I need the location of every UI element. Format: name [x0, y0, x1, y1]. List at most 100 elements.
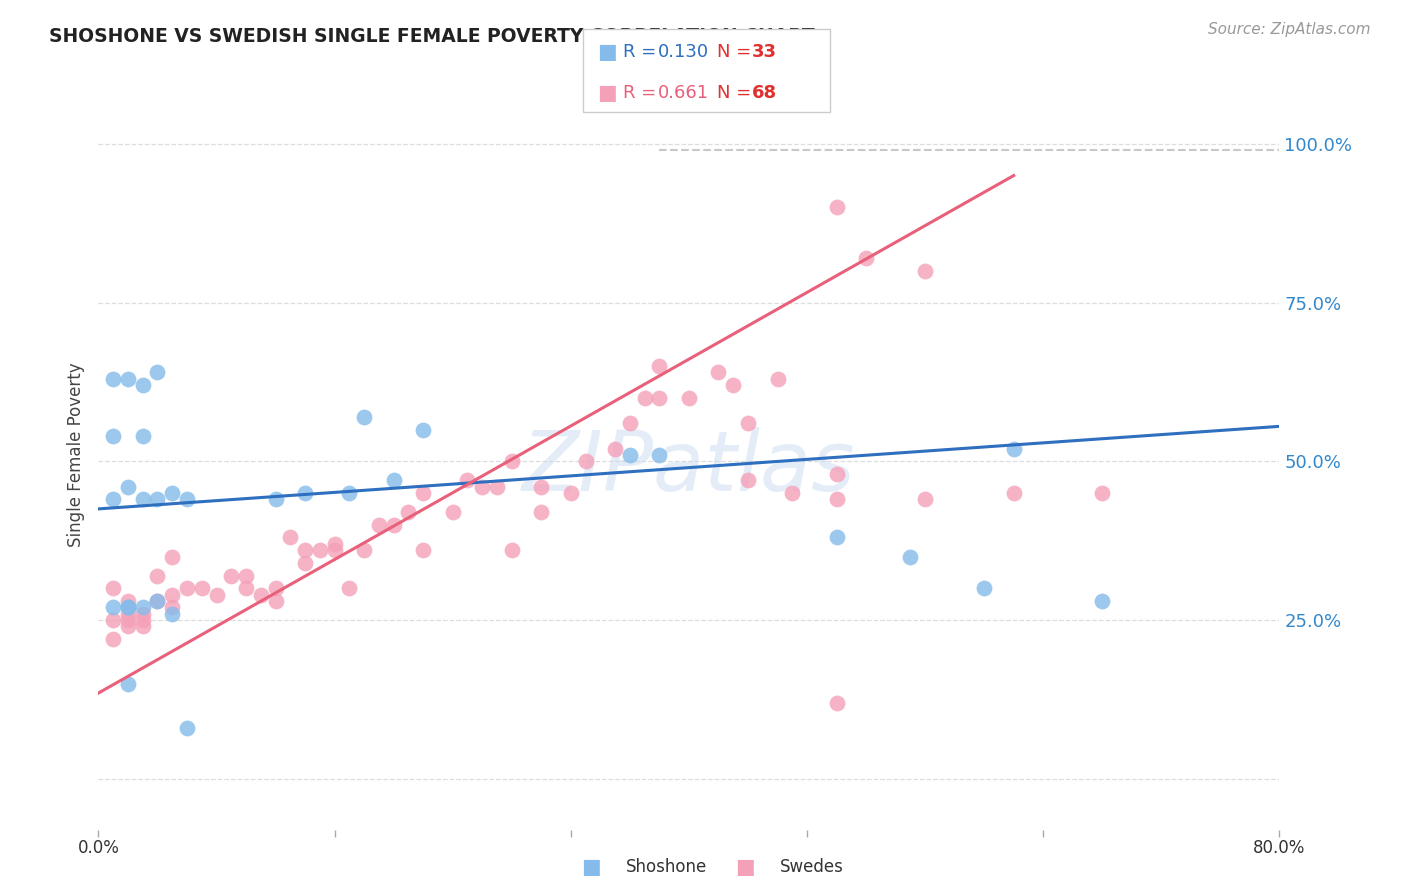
Point — [382, 517, 405, 532]
Point — [176, 721, 198, 735]
Point — [117, 613, 139, 627]
Point — [825, 200, 848, 214]
Point — [103, 613, 125, 627]
Text: ZIPatlas: ZIPatlas — [522, 427, 856, 508]
Point — [103, 600, 125, 615]
Text: 0.0%: 0.0% — [77, 839, 120, 857]
Point — [339, 581, 361, 595]
Text: N =: N = — [717, 85, 756, 103]
Point — [294, 486, 316, 500]
Point — [398, 505, 420, 519]
Point — [737, 473, 759, 487]
Point — [501, 543, 523, 558]
Text: R =: R = — [623, 85, 662, 103]
Point — [117, 594, 139, 608]
Point — [146, 594, 169, 608]
Point — [825, 467, 848, 481]
Point — [648, 359, 671, 373]
Point — [1091, 486, 1114, 500]
Point — [250, 588, 273, 602]
Point — [162, 486, 183, 500]
Point — [176, 581, 198, 595]
Point — [782, 486, 804, 500]
Point — [353, 543, 375, 558]
Point — [146, 492, 169, 507]
Point — [412, 486, 434, 500]
Point — [132, 492, 155, 507]
Point — [264, 492, 287, 507]
Point — [146, 568, 169, 582]
Point — [264, 594, 287, 608]
Text: ■: ■ — [581, 857, 600, 877]
Point — [678, 391, 700, 405]
Text: ■: ■ — [598, 84, 617, 103]
Point — [117, 600, 139, 615]
Point — [103, 581, 125, 595]
Point — [619, 448, 641, 462]
Point — [103, 429, 125, 443]
Point — [412, 423, 434, 437]
Point — [191, 581, 214, 595]
Point — [117, 676, 139, 690]
Point — [117, 607, 139, 621]
Text: Source: ZipAtlas.com: Source: ZipAtlas.com — [1208, 22, 1371, 37]
Point — [766, 372, 789, 386]
Point — [339, 486, 361, 500]
Point — [530, 480, 553, 494]
Point — [486, 480, 509, 494]
Y-axis label: Single Female Poverty: Single Female Poverty — [67, 363, 86, 547]
Point — [132, 607, 155, 621]
Point — [353, 409, 375, 424]
Point — [162, 588, 183, 602]
Point — [162, 600, 183, 615]
Point — [501, 454, 523, 468]
Point — [235, 581, 257, 595]
Point — [309, 543, 332, 558]
Point — [825, 531, 848, 545]
Point — [737, 416, 759, 430]
Point — [1091, 594, 1114, 608]
Point — [825, 492, 848, 507]
Text: R =: R = — [623, 44, 662, 62]
Text: Swedes: Swedes — [780, 858, 844, 876]
Point — [146, 594, 169, 608]
Text: 80.0%: 80.0% — [1253, 839, 1306, 857]
Point — [132, 600, 155, 615]
Point — [382, 473, 405, 487]
Point — [264, 581, 287, 595]
Point — [103, 492, 125, 507]
Point — [530, 505, 553, 519]
Point — [575, 454, 598, 468]
Point — [132, 378, 155, 392]
Point — [914, 264, 936, 278]
Point — [235, 568, 257, 582]
Text: 0.661: 0.661 — [658, 85, 709, 103]
Point — [323, 537, 346, 551]
Point — [117, 372, 139, 386]
Point — [221, 568, 243, 582]
Point — [132, 619, 155, 633]
Point — [457, 473, 479, 487]
Point — [605, 442, 627, 456]
Point — [294, 543, 316, 558]
Point — [162, 607, 183, 621]
Point — [117, 480, 139, 494]
Point — [117, 619, 139, 633]
Point — [146, 365, 169, 379]
Point — [648, 448, 671, 462]
Point — [1002, 486, 1025, 500]
Text: 33: 33 — [752, 44, 778, 62]
Text: ■: ■ — [735, 857, 755, 877]
Point — [132, 429, 155, 443]
Point — [368, 517, 391, 532]
Point — [205, 588, 228, 602]
Point — [117, 600, 139, 615]
Point — [560, 486, 582, 500]
Point — [103, 372, 125, 386]
Point — [634, 391, 657, 405]
Point — [648, 391, 671, 405]
Point — [900, 549, 922, 564]
Point — [132, 613, 155, 627]
Text: SHOSHONE VS SWEDISH SINGLE FEMALE POVERTY CORRELATION CHART: SHOSHONE VS SWEDISH SINGLE FEMALE POVERT… — [49, 27, 815, 45]
Point — [619, 416, 641, 430]
